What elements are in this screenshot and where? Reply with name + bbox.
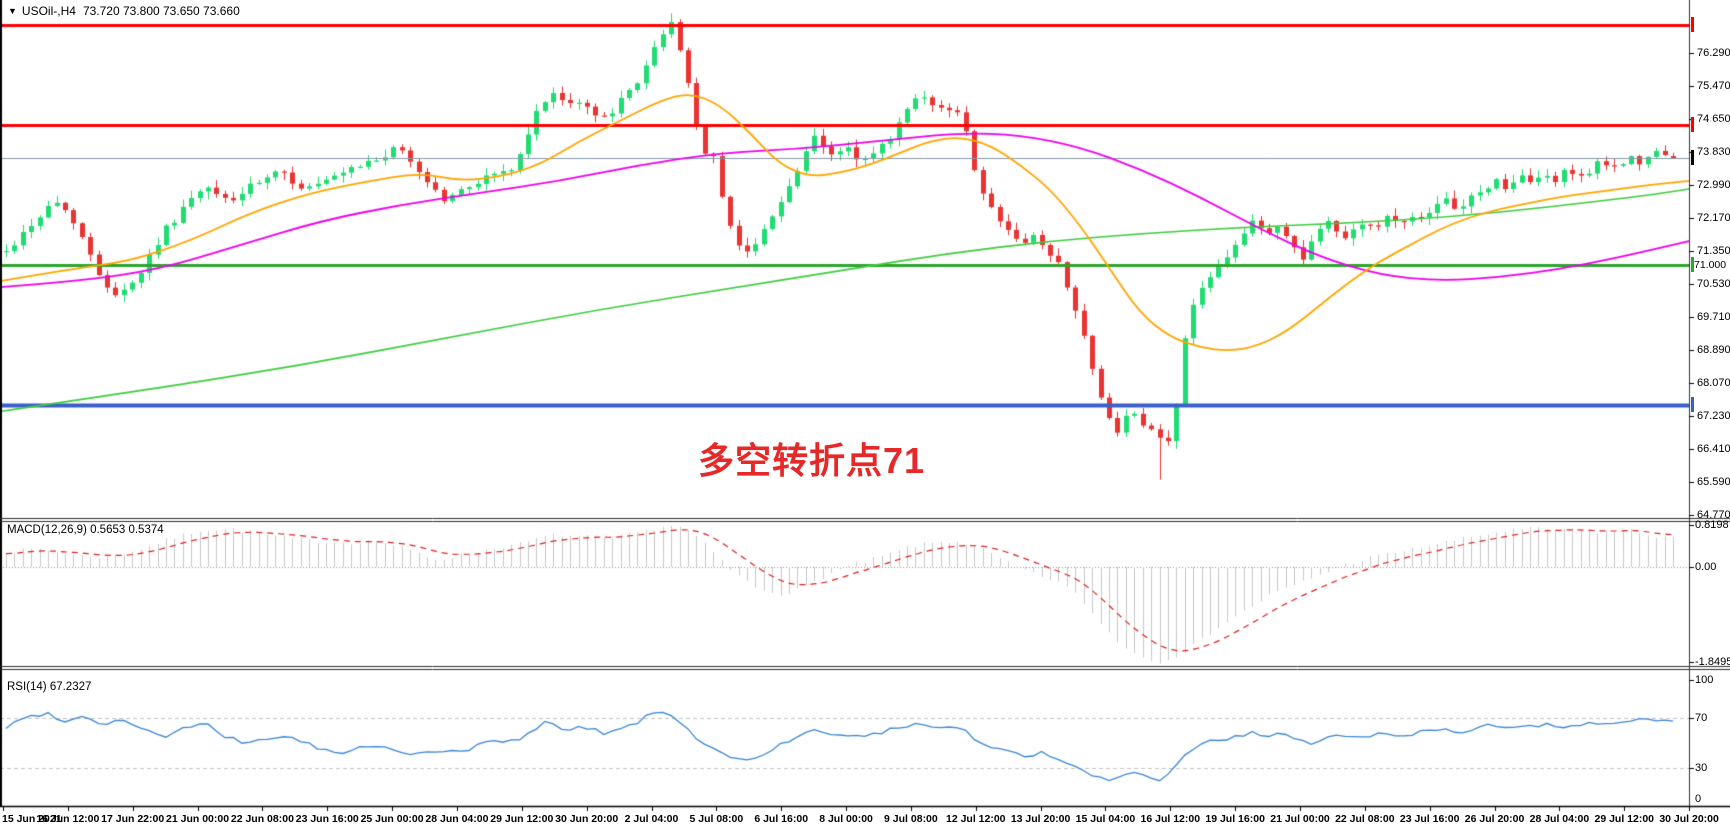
time-tick-label: 17 Jun 22:00	[101, 813, 165, 825]
time-tick-label: 30 Jul 20:00	[1659, 813, 1719, 825]
time-tick-label: 15 Jul 04:00	[1075, 813, 1136, 825]
price-tick-label: 72.170	[1697, 212, 1730, 225]
time-tick-label: 22 Jul 08:00	[1335, 813, 1395, 825]
rsi-indicator-label: RSI(14) 67.2327	[7, 681, 92, 693]
price-tick-label: 76.290	[1697, 47, 1730, 59]
time-tick-label: 16 Jul 12:00	[1140, 813, 1201, 825]
time-tick-label: 8 Jul 00:00	[819, 813, 873, 825]
time-tick-label: 21 Jul 00:00	[1270, 813, 1330, 825]
time-tick-label: 30 Jun 20:00	[555, 813, 619, 825]
price-tick-label: 72.990	[1697, 179, 1730, 192]
price-line-label: 67.500	[1691, 397, 1726, 413]
macd-indicator-label: MACD(12,26,9) 0.5653 0.5374	[7, 524, 164, 536]
symbol-period-label: USOil-,H4	[21, 4, 76, 18]
time-tick-label: 26 Jul 20:00	[1464, 813, 1525, 825]
price-line-label: 73.660	[1691, 150, 1726, 166]
symbol-dropdown-icon[interactable]: ▼	[8, 6, 17, 16]
time-tick-label: 16 Jun 12:00	[36, 813, 100, 825]
price-line-label: 71.000	[1691, 257, 1726, 273]
price-line-label: 74.500	[1691, 116, 1726, 132]
time-tick-label: 9 Jul 08:00	[884, 813, 938, 825]
rsi-tick-label: 100	[1695, 674, 1714, 686]
price-tick-label: 69.710	[1697, 310, 1730, 323]
price-line-label: 77.000	[1691, 16, 1726, 32]
price-tick-label: 73.830	[1697, 145, 1730, 158]
price-tick-label: 64.770	[1697, 508, 1730, 521]
time-tick-label: 6 Jul 16:00	[754, 813, 809, 825]
time-tick-label: 29 Jun 12:00	[490, 813, 554, 825]
time-tick-label: 28 Jul 04:00	[1529, 813, 1590, 825]
macd-tick-label: 0.8198	[1695, 519, 1729, 532]
time-tick-label: 13 Jul 20:00	[1010, 813, 1071, 825]
price-tick-label: 70.530	[1697, 277, 1730, 290]
time-tick-label: 29 Jul 12:00	[1594, 813, 1655, 825]
macd-tick-label: 0.00	[1695, 561, 1717, 573]
chart-annotation-text: 多空转折点71	[698, 440, 926, 481]
time-tick-label: 15 Jun 2021	[2, 813, 62, 825]
time-tick-label: 2 Jul 04:00	[624, 813, 679, 825]
time-tick-label: 5 Jul 08:00	[689, 813, 744, 825]
time-tick-label: 19 Jul 16:00	[1205, 813, 1265, 825]
price-tick-label: 67.230	[1697, 410, 1730, 423]
time-tick-label: 22 Jun 08:00	[230, 813, 294, 825]
price-tick-label: 74.650	[1697, 112, 1730, 125]
price-tick-label: 65.590	[1697, 476, 1730, 489]
ohlc-values: 73.720 73.800 73.650 73.660	[82, 4, 240, 18]
price-tick-label: 71.350	[1697, 245, 1730, 258]
time-tick-label: 23 Jul 16:00	[1399, 813, 1460, 825]
chart-title: ▼ USOil-,H4 73.720 73.800 73.650 73.660	[8, 4, 240, 18]
time-tick-label: 23 Jun 16:00	[295, 813, 359, 825]
price-tick-label: 75.470	[1697, 79, 1730, 92]
rsi-tick-label: 30	[1695, 762, 1708, 775]
time-tick-label: 12 Jul 12:00	[945, 813, 1006, 825]
time-tick-label: 21 Jun 00:00	[166, 813, 230, 825]
rsi-tick-label: 0	[1695, 793, 1702, 805]
time-tick-label: 25 Jun 00:00	[360, 813, 424, 825]
macd-tick-label: -1.8495	[1695, 655, 1730, 668]
time-tick-label: 28 Jun 04:00	[425, 813, 489, 825]
price-tick-label: 68.890	[1697, 343, 1730, 356]
rsi-tick-label: 70	[1695, 711, 1708, 724]
price-tick-label: 66.410	[1697, 443, 1730, 456]
price-tick-label: 68.070	[1697, 376, 1730, 389]
